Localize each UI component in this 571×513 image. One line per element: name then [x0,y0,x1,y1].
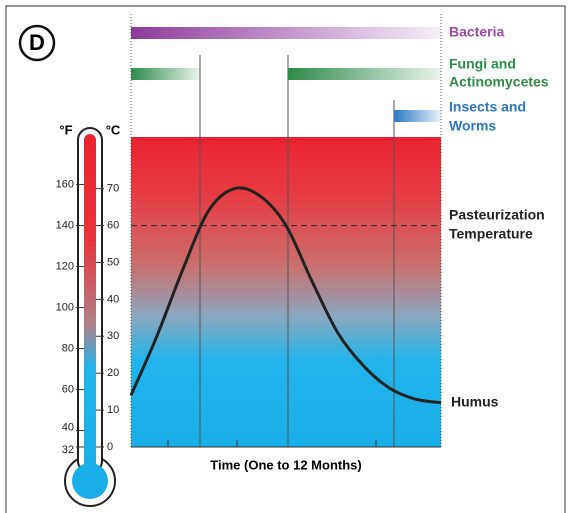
y2-tick-label: 100 [56,301,74,313]
period-lines [130,14,442,447]
y-tick-label: 30 [107,330,119,342]
bacteria-band [131,27,441,39]
y2-tick-label: 80 [62,342,74,354]
organism-label: Worms [449,118,496,134]
organism-label: Insects and [449,99,526,115]
temperature-curve [129,186,442,405]
y-axis-label: °C [106,122,121,137]
y2-tick-label: 160 [56,178,74,190]
y2-tick-label: 32 [62,444,74,456]
y-tick-label: 50 [107,256,119,268]
end-label: Humus [451,393,499,409]
organism-label: Actinomycetes [449,74,549,90]
y2-axis-label: °F [59,122,72,137]
y2-tick-label: 60 [62,383,74,395]
y-tick-label: 70 [107,183,119,195]
organism-label: Fungi and [449,56,516,72]
panel-letter: D [29,30,45,55]
y-tick-label: 0 [107,441,113,453]
y-tick-label: 60 [107,219,119,231]
fungi-band [288,68,441,80]
y2-tick-label: 120 [56,260,74,272]
fungi-band [131,68,200,80]
panel-badge [18,24,56,62]
y2-tick-label: 40 [62,422,74,434]
organism-label: Bacteria [449,24,504,40]
y2-tick-label: 140 [56,219,74,231]
y-tick-label: 20 [107,367,119,379]
y-tick-label: 10 [107,404,119,416]
x-axis-label: Time (One to 12 Months) [210,457,361,472]
reference-label: Temperature [449,225,533,241]
insects-band [394,110,441,122]
y-tick-label: 40 [107,293,119,305]
thermometer-fluid [84,134,96,479]
reference-label: Pasteurization [449,206,545,222]
frame [5,5,566,513]
x-ticks [131,440,441,448]
thermometer-bulb [72,463,108,499]
plot-area [131,137,441,447]
